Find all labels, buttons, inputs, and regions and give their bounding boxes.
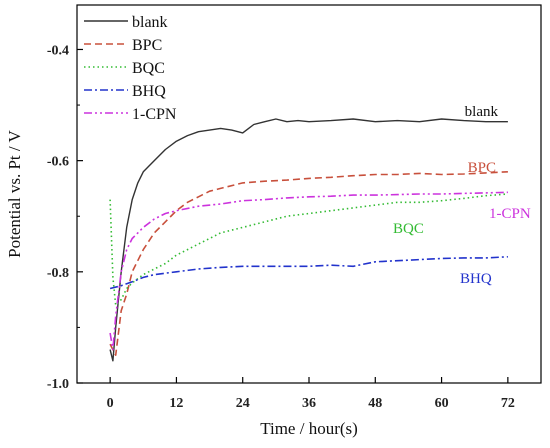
ticks-layer: 0 12 24 36 48 60 72 -1.0 -0.8 -0.6 -0.4 [47, 43, 515, 411]
x-tick-label: 72 [501, 396, 515, 411]
legend-label-blank: blank [132, 14, 168, 31]
series-line-bqc [109, 193, 508, 306]
y-tick-label: -0.8 [47, 266, 69, 281]
x-tick-label: 24 [236, 396, 250, 411]
y-axis-title: Potential vs. Pt / V [5, 129, 24, 257]
x-tick-label: 12 [169, 396, 183, 411]
y-tick-label: -0.6 [47, 155, 69, 170]
legend-label-bhq: BHQ [132, 83, 166, 100]
annotation-blank: blank [465, 104, 499, 120]
y-tick-label: -0.4 [47, 43, 69, 58]
x-tick-label: 36 [302, 396, 316, 411]
legend: blank BPC BQC BHQ 1-CPN [84, 14, 177, 123]
x-tick-label: 48 [368, 396, 382, 411]
annotation-bqc: BQC [393, 221, 424, 237]
annotation-1-cpn: 1-CPN [489, 206, 531, 222]
legend-label-1-cpn: 1-CPN [132, 106, 177, 123]
series-line-1-cpn [109, 191, 508, 351]
legend-label-bpc: BPC [132, 37, 162, 54]
series-line-bpc [109, 171, 508, 356]
annotation-layer: blank BPC BQC BHQ 1-CPN [393, 104, 531, 287]
series-line-blank [109, 118, 508, 362]
legend-label-bqc: BQC [132, 60, 165, 77]
annotation-bhq: BHQ [460, 271, 492, 287]
y-tick-label: -1.0 [47, 377, 69, 392]
x-axis-title: Time / hour(s) [260, 419, 358, 438]
x-tick-label: 60 [435, 396, 449, 411]
x-tick-label: 0 [107, 396, 114, 411]
annotation-bpc: BPC [468, 160, 496, 176]
series-layer [109, 118, 508, 362]
series-line-bhq [109, 256, 508, 290]
